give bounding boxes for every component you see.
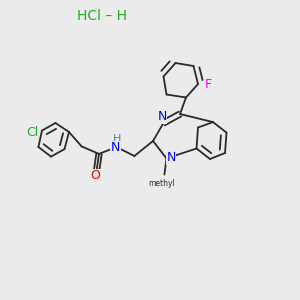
Text: N: N [166,151,176,164]
Text: N: N [111,141,121,154]
Text: methyl: methyl [148,179,175,188]
Text: HCl – H: HCl – H [77,10,127,23]
Text: N: N [157,110,167,123]
Text: Cl: Cl [26,126,38,139]
Text: H: H [113,134,121,144]
Text: F: F [205,77,212,91]
Text: O: O [90,169,100,182]
